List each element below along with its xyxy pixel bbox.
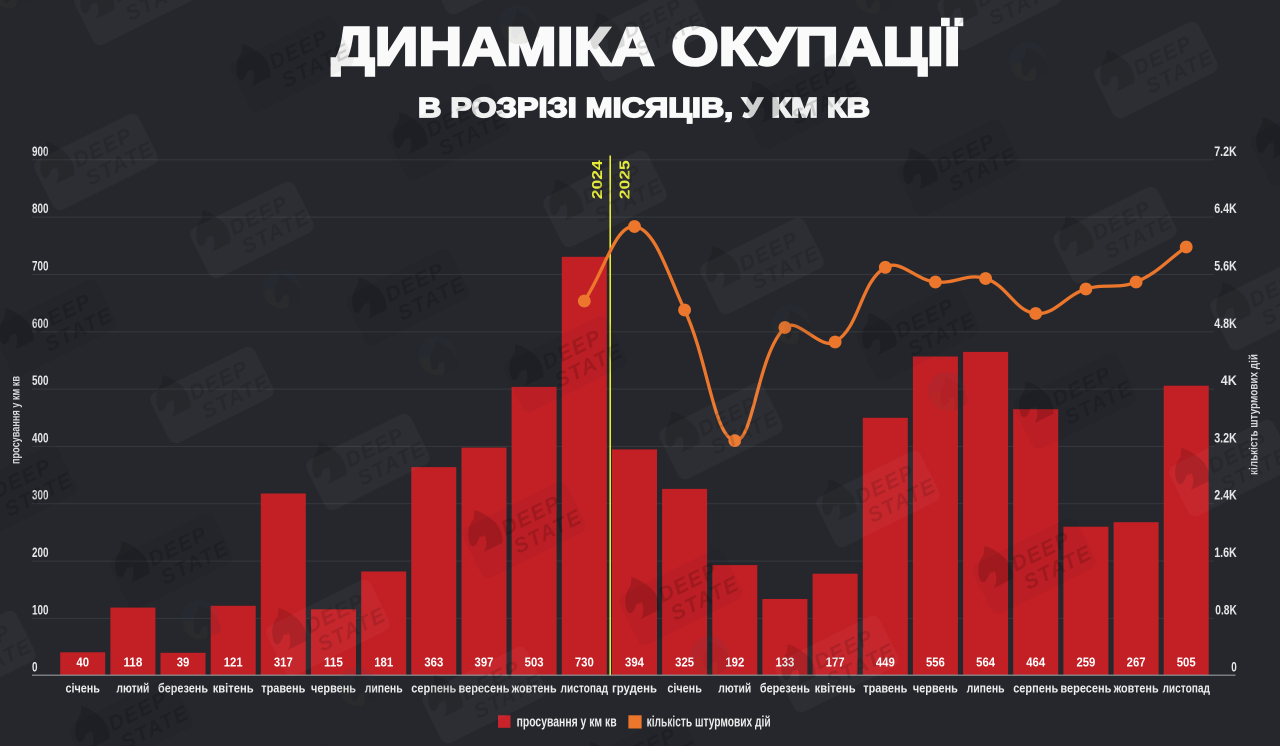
- svg-text:жовтень: жовтень: [1113, 682, 1159, 696]
- svg-text:0: 0: [32, 660, 38, 675]
- svg-text:просування у км кв: просування у км кв: [9, 376, 23, 464]
- svg-text:листопад: листопад: [561, 682, 609, 696]
- svg-text:січень: січень: [667, 682, 702, 696]
- svg-text:464: 464: [1026, 655, 1046, 670]
- svg-text:7.2K: 7.2K: [1214, 144, 1237, 159]
- svg-text:121: 121: [224, 655, 243, 670]
- svg-text:363: 363: [424, 655, 443, 670]
- svg-text:травень: травень: [863, 682, 907, 696]
- svg-text:вересень: вересень: [1060, 682, 1111, 696]
- svg-text:січень: січень: [65, 682, 100, 696]
- svg-text:730: 730: [575, 655, 594, 670]
- svg-text:200: 200: [32, 545, 49, 560]
- svg-text:564: 564: [976, 655, 996, 670]
- svg-text:грудень: грудень: [612, 682, 657, 696]
- svg-text:100: 100: [32, 602, 49, 617]
- svg-text:5.6K: 5.6K: [1214, 259, 1237, 274]
- svg-text:0: 0: [1231, 660, 1237, 675]
- svg-text:просування у км кв: просування у км кв: [517, 713, 617, 730]
- svg-text:267: 267: [1127, 655, 1146, 670]
- svg-text:505: 505: [1177, 655, 1196, 670]
- svg-text:118: 118: [123, 655, 142, 670]
- svg-text:червень: червень: [913, 682, 958, 696]
- svg-text:800: 800: [32, 201, 49, 216]
- svg-text:556: 556: [926, 655, 945, 670]
- svg-text:325: 325: [675, 655, 694, 670]
- svg-text:394: 394: [625, 655, 645, 670]
- svg-text:259: 259: [1076, 655, 1095, 670]
- svg-text:181: 181: [374, 655, 393, 670]
- svg-text:500: 500: [32, 373, 49, 388]
- svg-text:лютий: лютий: [718, 682, 751, 696]
- svg-text:400: 400: [32, 430, 49, 445]
- svg-text:квітень: квітень: [213, 682, 254, 696]
- svg-text:травень: травень: [261, 682, 305, 696]
- svg-text:серпень: серпень: [1013, 682, 1058, 696]
- svg-text:0.8K: 0.8K: [1215, 602, 1237, 617]
- svg-text:4K: 4K: [1221, 373, 1237, 388]
- svg-text:39: 39: [177, 655, 190, 670]
- svg-text:листопад: листопад: [1162, 682, 1210, 696]
- svg-text:1.6K: 1.6K: [1214, 545, 1237, 560]
- svg-text:700: 700: [32, 259, 49, 274]
- svg-text:липень: липень: [967, 682, 1005, 696]
- svg-text:6.4K: 6.4K: [1214, 201, 1237, 216]
- svg-text:40: 40: [76, 655, 89, 670]
